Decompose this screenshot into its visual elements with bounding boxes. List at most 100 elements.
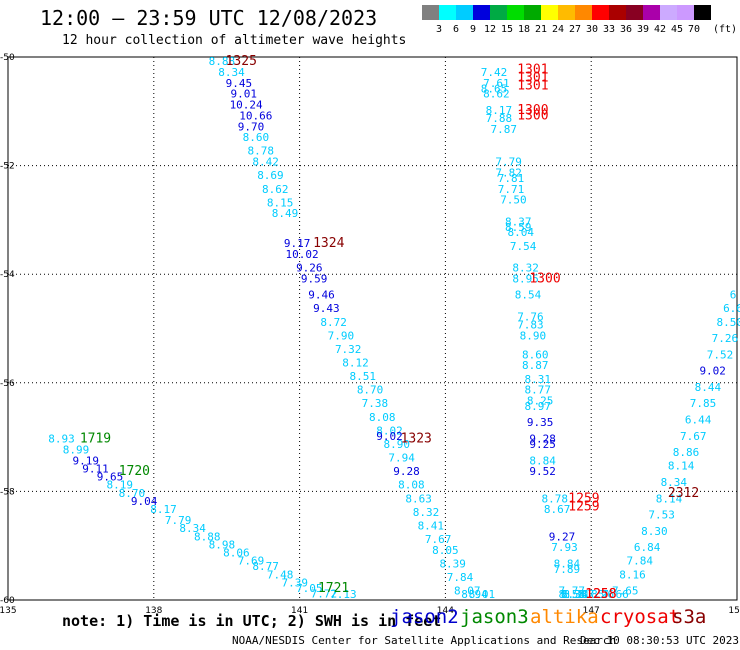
wave-height-label: 8.08 [398, 479, 425, 492]
wave-height-label: 8.02 [376, 424, 403, 437]
color-swatch [626, 5, 643, 20]
pass-time-label: 1324 [313, 236, 344, 251]
y-tick-label: -60 [0, 596, 15, 606]
wave-height-label: 8.39 [439, 557, 466, 570]
wave-height-label: 7.50 [500, 194, 527, 207]
wave-height-label: 8.78 [247, 145, 274, 158]
pass-time-label: 1301 [517, 70, 548, 85]
sat-label-altika: altika [530, 606, 599, 628]
wave-height-label: 7.54 [510, 240, 537, 253]
wave-height-label: 7.61 [483, 77, 510, 90]
wave-height-label: 8.98 [209, 538, 236, 551]
wave-height-label: 8.38 [561, 588, 588, 601]
wave-height-label: 8.32 [413, 506, 440, 519]
wave-height-label: 8.42 [252, 156, 279, 169]
wave-height-label: 7.67 [680, 430, 707, 443]
wave-height-label: 7.85 [690, 397, 717, 410]
wave-height-label: 7.79 [165, 514, 192, 527]
wave-height-label: 8.72 [320, 316, 347, 329]
wave-height-label: 7.71 [498, 183, 525, 196]
wave-height-label: 7.32 [335, 343, 362, 356]
y-tick-label: -52 [0, 162, 15, 172]
x-tick-label: 135 [0, 606, 17, 616]
wave-height-label: 7.53 [648, 509, 675, 522]
x-tick-label: 138 [145, 606, 162, 616]
pass-time-label: 1259 [568, 491, 599, 506]
wave-height-label: 8.88 [194, 530, 221, 543]
pass-time-label: 1301 [517, 79, 548, 94]
wave-height-label: 8.31 [524, 373, 551, 386]
wave-height-label: 8.19 [107, 479, 134, 492]
wave-height-label: 8.01 [469, 588, 496, 601]
sat-label-jason3: jason3 [460, 606, 529, 628]
wave-height-label: 9.27 [549, 530, 576, 543]
plot-frame [7, 56, 738, 601]
wave-height-label: 7.42 [481, 66, 508, 79]
color-scale-tick: 24 [551, 24, 565, 35]
color-swatch [439, 5, 456, 20]
wave-height-label: 9.28 [529, 433, 556, 446]
color-swatch [660, 5, 677, 20]
wave-height-label: 8.86 [673, 446, 700, 459]
wave-height-label: 6.44 [685, 414, 712, 427]
wave-height-label: 8.12 [342, 357, 369, 370]
wave-height-label: 8.59 [505, 221, 532, 234]
wave-height-label: 7.76 [517, 310, 544, 323]
pass-time-label: 1720 [119, 464, 150, 479]
pass-time-label: 1719 [80, 432, 111, 447]
wave-height-label: 7.38 [362, 397, 389, 410]
wave-height-label: 9.04 [131, 495, 158, 508]
page-subtitle: 12 hour collection of altimeter wave hei… [62, 33, 407, 48]
wave-height-label: 7.66 [602, 588, 629, 601]
wave-height-label: 9.35 [527, 416, 554, 429]
timestamp-text: Dec 10 08:30:53 UTC 2023 [580, 634, 739, 647]
y-tick-label: -58 [0, 487, 15, 497]
wave-height-label: 9.01 [230, 88, 257, 101]
pass-time-label: 1721 [318, 581, 349, 596]
wave-height-label: 6.84 [634, 541, 661, 554]
wave-height-label: 9.45 [226, 77, 253, 90]
wave-height-label: 8.16 [619, 568, 646, 581]
wave-height-label: 8.49 [272, 207, 299, 220]
wave-height-label: 8.05 [432, 544, 459, 557]
wave-height-label: 8.14 [668, 460, 695, 473]
wave-height-label: 8.90 [520, 329, 547, 342]
wave-height-label: 7.90 [328, 329, 355, 342]
pass-time-label: 1258 [585, 587, 616, 602]
color-scale-tick: 9 [469, 24, 477, 35]
wave-height-label: 9.11 [82, 462, 109, 475]
wave-height-label: 8.84 [554, 557, 581, 570]
wave-height-label: 7.87 [490, 123, 517, 136]
color-scale-tick: 30 [585, 24, 599, 35]
wave-height-label: 8.11 [563, 588, 590, 601]
wave-height-label: 7.13 [330, 588, 357, 601]
color-scale-tick: 6 [452, 24, 460, 35]
wave-height-label: 8.94 [461, 588, 488, 601]
color-swatch [558, 5, 575, 20]
wave-height-label: 6 [730, 289, 737, 302]
pass-time-label: 1325 [226, 54, 257, 69]
wave-height-label: 8.08 [369, 411, 396, 424]
wave-height-label: 7.77 [559, 585, 586, 598]
sat-label-cryosat: cryosat [600, 606, 681, 628]
wave-height-label: 7.84 [447, 571, 474, 584]
credit-text: NOAA/NESDIS Center for Satellite Applica… [232, 634, 617, 647]
wave-height-label: 8.62 [483, 88, 510, 101]
color-scale-tick: 21 [534, 24, 548, 35]
wave-height-label: 7.83 [517, 319, 544, 332]
wave-height-label: 8.63 [405, 492, 432, 505]
wave-height-label: 8.99 [63, 443, 90, 456]
color-swatch [677, 5, 694, 20]
color-swatch [422, 5, 439, 20]
wave-height-label: 10.66 [239, 109, 272, 122]
sat-label-jason2: jason2 [390, 606, 459, 628]
x-tick-label: 141 [291, 606, 308, 616]
color-swatch [507, 5, 524, 20]
wave-height-label: 7.93 [551, 541, 578, 554]
pass-time-label: 2312 [668, 486, 699, 501]
color-swatch [456, 5, 473, 20]
wave-height-label: 7.65 [612, 585, 639, 598]
sat-label-s3a: s3a [672, 606, 707, 628]
wave-height-label: 7.05 [296, 582, 323, 595]
pass-time-label: 1259 [568, 499, 599, 514]
